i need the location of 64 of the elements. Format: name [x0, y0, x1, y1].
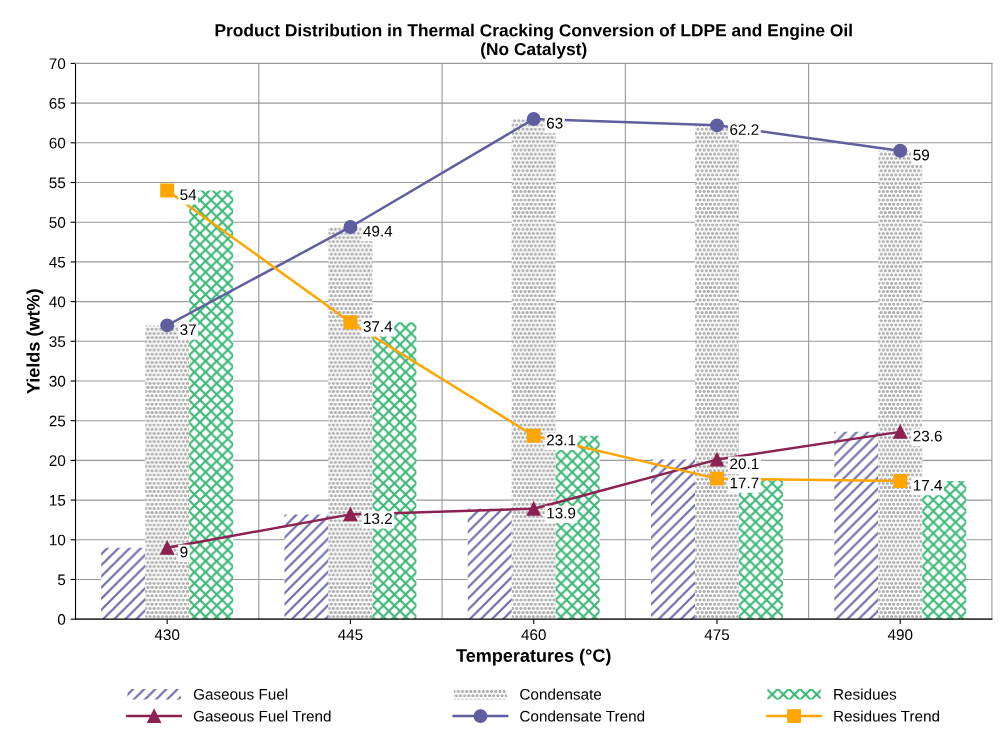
x-tick-label: 460: [521, 629, 546, 641]
legend-label: Condensate: [520, 688, 602, 700]
data-label: 13.9: [547, 507, 576, 519]
point: [710, 471, 724, 486]
x-tick-label: 445: [338, 629, 363, 641]
data-label: 59: [913, 149, 930, 161]
data-label: 17.7: [730, 477, 759, 489]
legend-label: Gaseous Fuel: [193, 688, 288, 700]
point: [893, 424, 908, 439]
point: [526, 501, 541, 516]
point: [710, 452, 724, 467]
point: [160, 318, 175, 333]
bar: [284, 514, 329, 620]
y-tick-label: 25: [49, 415, 66, 427]
y-tick-label: 5: [57, 574, 66, 586]
bar: [651, 459, 695, 620]
x-tick-label: 490: [887, 629, 913, 641]
data-label: 23.1: [546, 434, 576, 446]
data-label: 17.4: [913, 480, 943, 491]
point: [710, 118, 724, 133]
point: [160, 183, 175, 198]
y-tick-label: 10: [49, 534, 66, 546]
legend-label: Condensate Trend: [520, 710, 645, 722]
y-axis-title: Yields (wt%): [26, 289, 44, 394]
x-tick-label: 475: [704, 629, 730, 641]
data-label: 62.2: [730, 124, 759, 135]
legend-label: Gaseous Fuel Trend: [193, 710, 331, 722]
data-label: 54: [180, 189, 197, 201]
data-label: 20.1: [730, 458, 759, 470]
y-tick-label: 50: [49, 217, 66, 228]
y-tick-label: 40: [49, 296, 66, 308]
data-label: 37: [180, 324, 196, 336]
data-label: 23.6: [913, 430, 942, 442]
bar: [467, 508, 512, 620]
point: [526, 428, 541, 443]
y-tick-label: 65: [49, 97, 66, 109]
chart-title: Product Distribution in Thermal Cracking Conversion of LDPE and Engine Oil (No Catalyst): [215, 23, 852, 59]
y-tick-label: 0: [57, 614, 66, 625]
data-label: 49.4: [363, 225, 393, 237]
y-tick-label: 30: [49, 375, 66, 387]
point: [160, 540, 175, 555]
y-tick-label: 70: [49, 58, 66, 70]
y-tick-label: 60: [49, 137, 66, 149]
data-label: 37.4: [363, 321, 393, 332]
data-label: 9: [180, 546, 188, 558]
legend-label: Residues: [834, 688, 897, 700]
point: [343, 315, 358, 330]
point: [893, 143, 908, 158]
x-axis-title: Temperatures (°C): [456, 648, 611, 666]
y-tick-label: 55: [49, 177, 66, 189]
y-tick-label: 35: [49, 336, 66, 347]
data-label: 13.2: [364, 513, 392, 525]
point: [893, 474, 908, 488]
data-label: 63: [546, 117, 563, 129]
bar: [101, 547, 146, 620]
point: [343, 507, 358, 522]
point: [343, 220, 358, 234]
legend-label: Residues Trend: [834, 710, 940, 722]
x-tick-label: 430: [154, 629, 180, 641]
y-tick-label: 20: [49, 455, 66, 467]
y-tick-label: 45: [49, 256, 66, 268]
point: [526, 112, 541, 126]
bar: [834, 431, 879, 620]
y-tick-label: 15: [49, 495, 66, 506]
